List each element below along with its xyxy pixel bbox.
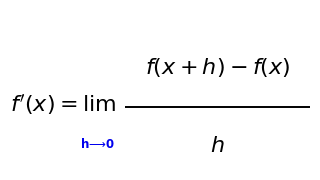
- Text: $h$: $h$: [210, 135, 225, 157]
- Text: $\mathbf{h} \!\longrightarrow\! \mathbf{0}$: $\mathbf{h} \!\longrightarrow\! \mathbf{…: [80, 137, 115, 151]
- Text: Differentiation from First Principles: Differentiation from First Principles: [0, 12, 320, 28]
- Text: $f(x + h) - f(x)$: $f(x + h) - f(x)$: [145, 57, 290, 79]
- Text: $f'(x) = \lim$: $f'(x) = \lim$: [10, 92, 116, 117]
